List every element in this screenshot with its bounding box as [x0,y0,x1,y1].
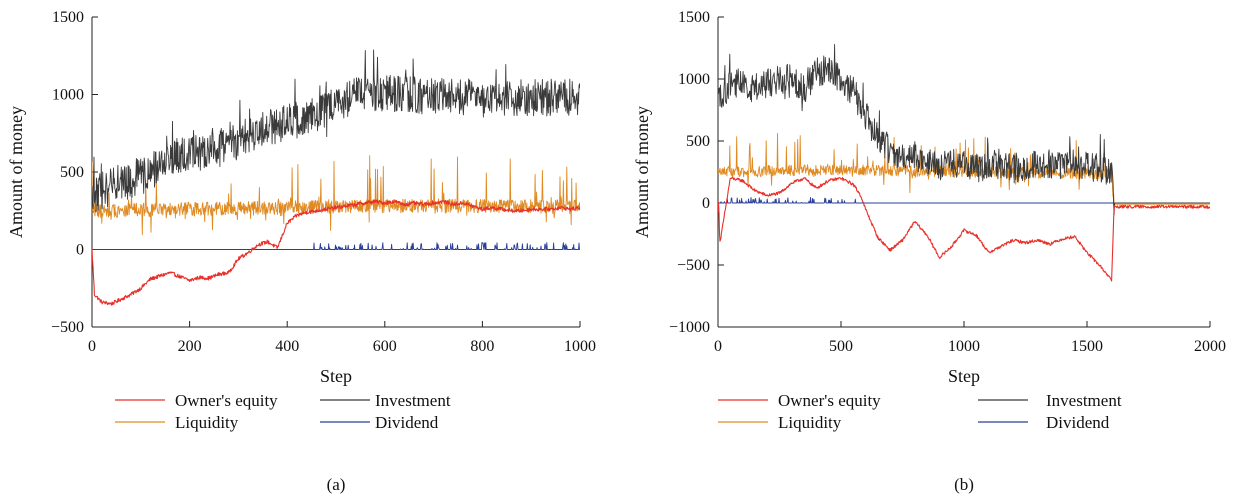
y-tick-label: 1500 [678,9,710,26]
legend-label: Investment [1046,391,1122,410]
series-line-dividend [718,197,1210,204]
series-line-investment [92,49,580,213]
y-tick-label: 1000 [52,87,84,104]
legend-label: Dividend [1046,413,1110,432]
y-tick-label: −1000 [669,319,710,336]
y-tick-label: −500 [677,257,710,274]
y-tick-label: 0 [76,242,84,259]
x-tick-label: 2000 [1194,338,1226,355]
y-tick-label: 500 [686,133,710,150]
legend-label: Owner's equity [175,391,278,410]
y-tick-label: −500 [51,319,84,336]
x-axis-label: Step [320,366,352,386]
series-line-investment [718,44,1210,216]
y-tick-label: 1000 [678,71,710,88]
x-tick-label: 1500 [1071,338,1103,355]
y-axis-label: Amount of money [6,106,26,238]
series-line-owner-s-equity [92,199,580,306]
series-line-liquidity [718,132,1210,205]
series-line-owner-s-equity [718,176,1210,282]
chart-panel-b: −1000 −500 0 500 1000 1500 0 500 1000 1500 2000 Ste… [632,9,1226,494]
y-tick-label: 0 [702,195,710,212]
legend-label: Investment [375,391,451,410]
x-tick-label: 200 [178,338,202,355]
series-line-dividend [92,242,580,250]
x-tick-label: 600 [373,338,397,355]
legend-label: Liquidity [778,413,842,432]
x-tick-label: 0 [714,338,722,355]
panel-label: (b) [954,475,974,494]
x-tick-label: 500 [829,338,853,355]
legend-label: Liquidity [175,413,239,432]
y-tick-label: 500 [60,164,84,181]
x-tick-label: 1000 [564,338,596,355]
x-tick-label: 0 [88,338,96,355]
panel-label: (a) [327,475,346,494]
x-tick-label: 400 [275,338,299,355]
x-tick-label: 800 [470,338,494,355]
x-axis-label: Step [948,366,980,386]
legend-label: Dividend [375,413,439,432]
legend-label: Owner's equity [778,391,881,410]
x-tick-label: 1000 [948,338,980,355]
y-tick-label: 1500 [52,9,84,26]
y-axis-label: Amount of money [632,106,652,238]
